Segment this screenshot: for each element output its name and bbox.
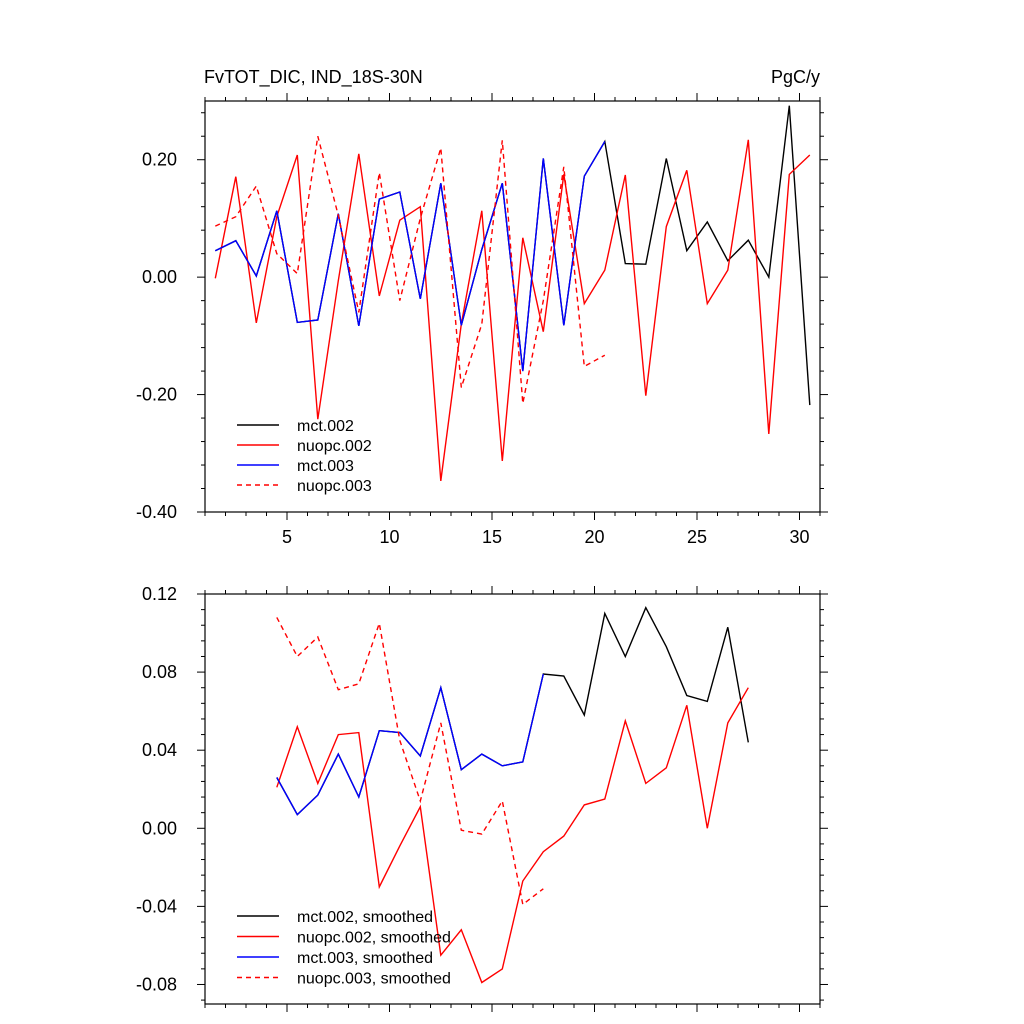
series-line-1 [214,139,811,481]
x-tick-label: 10 [379,527,399,547]
series-line-0 [276,606,749,816]
y-tick-label: -0.20 [136,385,177,405]
legend-label: mct.003 [297,458,354,475]
y-tick-label: -0.04 [136,896,177,916]
x-tick-label: 15 [482,527,502,547]
units-label: PgC/y [771,67,820,87]
legend-label: nuopc.002, smoothed [297,930,451,947]
y-tick-label: 0.04 [142,740,177,760]
series-line-1 [276,687,749,984]
legend-label: nuopc.003, smoothed [297,971,451,988]
legend-label: mct.002, smoothed [297,909,433,926]
series-line-3 [276,617,544,906]
x-tick-label: 20 [584,527,604,547]
series-line-2 [276,673,544,816]
x-tick-label: 5 [282,527,292,547]
x-tick-label: 25 [687,527,707,547]
legend-label: mct.003, smoothed [297,950,433,967]
legend-label: nuopc.002 [297,438,372,455]
y-tick-label: 0.20 [142,150,177,170]
bottom-panel: 0.12 0.08 0.04 0.00 -0.04 -0.08 mct.002, smoot… [136,584,828,1012]
x-tick-label: 30 [789,527,809,547]
chart-title: FvTOT_DIC, IND_18S-30N [204,67,423,88]
legend-label: mct.002 [297,418,354,435]
y-tick-label: -0.08 [136,974,177,994]
y-tick-label: 0.00 [142,818,177,838]
y-tick-label: 0.08 [142,662,177,682]
y-tick-label: 0.12 [142,584,177,604]
series-line-2 [214,141,606,372]
y-tick-label: 0.00 [142,267,177,287]
top-panel: 5 10 15 20 25 30 0.20 0.00 -0.20 -0.40 mct.002 nuop… [136,93,828,547]
legend-label: nuopc.003 [297,478,372,495]
y-tick-label: -0.40 [136,502,177,522]
series-line-3 [215,136,606,404]
